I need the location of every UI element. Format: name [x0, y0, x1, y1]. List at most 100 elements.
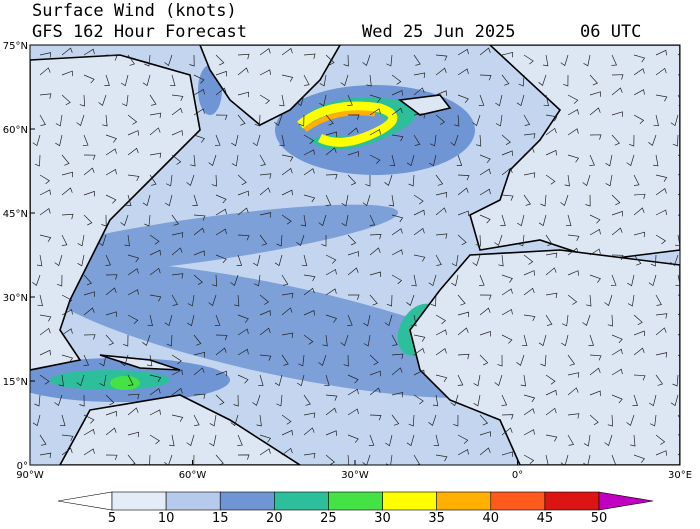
wind-barb: [567, 270, 579, 276]
wind-barb: [237, 91, 249, 98]
colorbar: 5 10 15 20 25 30 35 40 45 50: [57, 491, 654, 526]
wind-barb: [479, 354, 489, 366]
lat-label: 45°N: [3, 209, 28, 220]
wind-barb: [385, 434, 393, 447]
wind-barb: [386, 294, 393, 307]
wind-barb: [435, 329, 447, 336]
wind-barb: [435, 254, 442, 266]
wind-barb: [560, 194, 569, 206]
wind-barb: [325, 407, 337, 416]
wind-barb: [567, 109, 579, 116]
wind-barb: [523, 314, 536, 322]
wind-barb: [472, 254, 481, 267]
wind-barb: [259, 212, 272, 218]
wind-barb: [611, 454, 617, 465]
wind-barb: [523, 254, 534, 265]
wind-barb: [413, 394, 424, 405]
wind-barb: [237, 190, 249, 197]
wind-barb: [105, 410, 117, 417]
wind-barb: [365, 175, 371, 187]
wind-barb: [453, 414, 459, 427]
wind-barb: [633, 374, 646, 381]
wind-barb: [428, 274, 437, 287]
wind-barb: [589, 134, 602, 140]
wind-barb: [296, 374, 305, 387]
wind-barb: [495, 114, 503, 127]
wind-barb: [675, 274, 680, 287]
wind-barb: [545, 434, 558, 442]
wind-barb: [303, 53, 316, 59]
wind-barb: [83, 428, 95, 436]
wind-barb: [475, 234, 481, 247]
wind-barb: [633, 68, 645, 76]
wind-barb: [391, 414, 400, 426]
wind-barb: [391, 249, 403, 256]
wind-barb: [193, 367, 205, 376]
wind-barb: [347, 388, 359, 396]
wind-barb: [237, 67, 249, 76]
wind-barb: [259, 69, 271, 76]
wind-barb: [369, 129, 381, 136]
wind-barb: [457, 374, 464, 386]
north-america: [30, 54, 201, 371]
wind-barb: [501, 51, 514, 58]
wind-barb: [501, 394, 508, 406]
wind-barb: [83, 190, 95, 197]
wind-barb: [171, 232, 184, 238]
wind-barb: [391, 89, 403, 96]
wind-barb: [430, 294, 437, 307]
wind-barb: [435, 454, 448, 462]
wind-barb: [149, 388, 161, 396]
wind-barb: [61, 154, 70, 166]
wind-barb: [435, 233, 448, 239]
wind-barb: [363, 334, 371, 347]
wind-barb: [83, 214, 93, 226]
wind-barb: [325, 454, 335, 465]
wind-barb: [347, 94, 353, 106]
wind-barb: [368, 434, 375, 446]
wind-barb: [391, 274, 403, 285]
wind-barb: [164, 454, 173, 465]
wind-barb: [169, 74, 176, 86]
wind-barb: [256, 414, 262, 427]
wind-barb: [429, 154, 437, 167]
wind-barb: [543, 94, 550, 107]
wind-barb: [675, 234, 680, 247]
wind-barb: [252, 394, 261, 406]
wind-barb: [501, 308, 513, 316]
wind-barb: [101, 214, 107, 227]
wind-barb: [523, 133, 536, 139]
wind-barb: [604, 294, 613, 307]
wind-barb: [501, 150, 513, 156]
wind-barb: [303, 274, 316, 282]
wind-barb: [545, 234, 553, 246]
wind-barb: [237, 174, 247, 186]
wind-barb: [127, 393, 140, 400]
wind-barb: [325, 131, 337, 138]
wind-barb: [303, 74, 310, 86]
wind-barb: [281, 274, 289, 286]
wind-barb: [408, 174, 415, 187]
wind-barb: [319, 94, 327, 107]
wind-barb: [586, 294, 592, 307]
wind-barb: [83, 354, 90, 366]
wind-barb: [567, 387, 579, 396]
wind-barb: [516, 354, 525, 366]
wind-barb: [589, 228, 601, 236]
wind-barb: [215, 114, 228, 121]
wind-barb: [318, 214, 327, 227]
wind-barb: [259, 234, 268, 246]
wind-barb: [56, 274, 63, 287]
wind-barb: [149, 374, 162, 382]
wind-barb: [563, 74, 569, 87]
wind-barb: [34, 154, 41, 167]
wind-barb: [254, 114, 261, 127]
wind-barb: [648, 134, 657, 146]
wind-barb: [457, 210, 469, 217]
wind-barb: [626, 414, 635, 426]
wind-barb: [344, 454, 350, 465]
wind-barb: [633, 254, 642, 266]
wind-barb: [655, 294, 662, 306]
wind-barb: [611, 194, 621, 206]
wind-barb: [611, 254, 624, 261]
